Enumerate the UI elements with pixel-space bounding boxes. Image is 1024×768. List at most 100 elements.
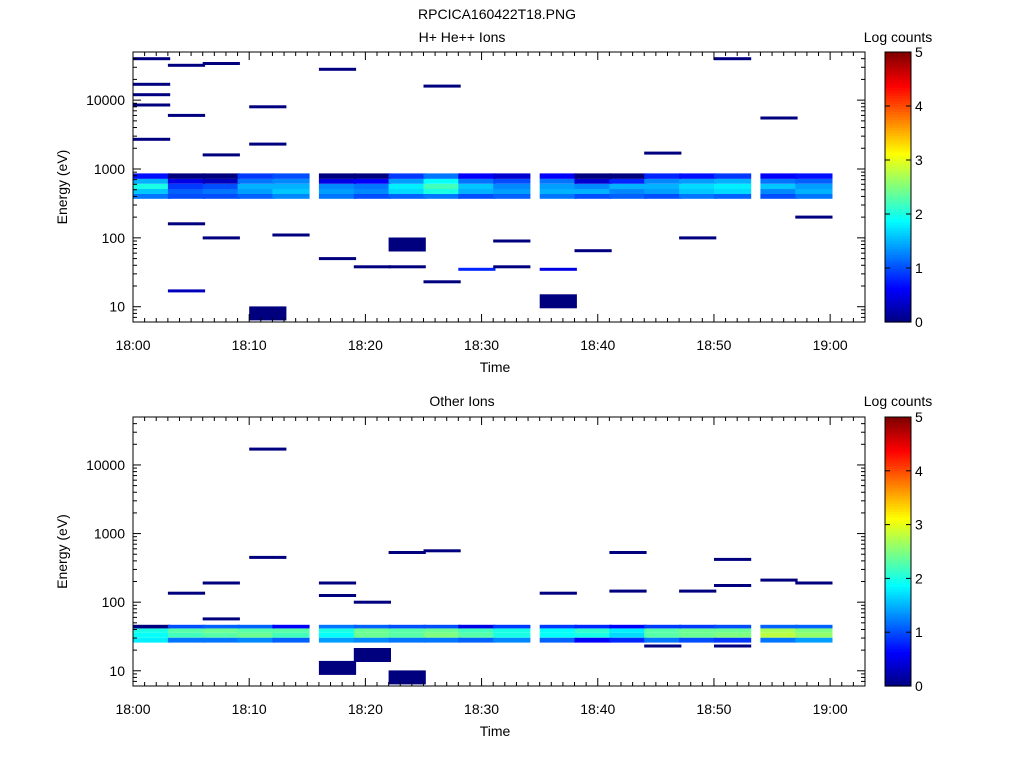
band-cell xyxy=(574,178,612,184)
colorbar-segment xyxy=(885,443,911,448)
band-cell xyxy=(760,194,798,199)
count-cell xyxy=(202,153,240,157)
band-cell xyxy=(574,628,612,633)
colorbar-segment xyxy=(885,160,911,164)
band-cell xyxy=(388,173,426,179)
band-cell xyxy=(714,632,752,638)
panel-1: 18:00 18:10 18:20 18:30 18:40 18:50 19:0010100… xyxy=(54,29,932,375)
band-cell xyxy=(458,632,496,638)
count-cell xyxy=(388,237,426,252)
colorbar-segment xyxy=(885,79,911,83)
colorbar-segment xyxy=(885,227,911,231)
colorbar-segment xyxy=(885,532,911,536)
count-cell xyxy=(318,660,357,675)
colorbar-tick-label: 0 xyxy=(915,678,923,694)
colorbar-segment xyxy=(885,422,911,426)
count-cell xyxy=(609,589,647,593)
count-cell xyxy=(388,551,426,554)
band-cell xyxy=(609,183,647,189)
band-cell xyxy=(644,178,682,184)
colorbar-segment xyxy=(885,516,911,520)
count-cell xyxy=(167,289,206,293)
band-cell xyxy=(458,194,496,199)
count-cell xyxy=(795,215,833,219)
colorbar-frame xyxy=(884,51,912,323)
colorbar-segment xyxy=(885,476,911,480)
band-cell xyxy=(167,637,206,643)
colorbar-segment xyxy=(885,273,911,277)
colorbar-segment xyxy=(885,127,911,131)
colorbar-segment xyxy=(885,648,911,652)
band-cell xyxy=(272,189,310,194)
colorbar-segment xyxy=(885,319,911,323)
colorbar-segment xyxy=(885,170,911,175)
colorbar-segment xyxy=(885,241,911,245)
colorbar-segment xyxy=(885,543,911,547)
band-cell xyxy=(644,637,682,643)
colorbar-segment xyxy=(885,594,911,598)
colorbar-segment xyxy=(885,97,911,102)
count-cell xyxy=(539,294,577,309)
colorbar-segment xyxy=(885,683,911,687)
colorbar-segment xyxy=(885,616,911,620)
colorbar-segment xyxy=(885,114,911,118)
colorbar-segment xyxy=(885,189,911,193)
colorbar-segment xyxy=(885,511,911,515)
band-cell xyxy=(133,624,171,629)
band-cell xyxy=(202,173,240,179)
band-cell xyxy=(574,194,612,199)
band-cell xyxy=(202,178,240,184)
colorbar-segment xyxy=(885,195,911,199)
y-tick-label: 1000 xyxy=(94,161,125,177)
band-cell xyxy=(388,637,426,643)
colorbar-segment xyxy=(885,419,911,423)
band-cell xyxy=(539,632,577,638)
count-cell xyxy=(493,239,531,243)
colorbar-segment xyxy=(885,492,911,496)
band-cell xyxy=(353,194,391,199)
colorbar-segment xyxy=(885,556,911,561)
count-cell xyxy=(644,644,682,648)
band-cell xyxy=(714,189,752,194)
band-cell xyxy=(458,178,496,184)
x-tick-label: 19:00 xyxy=(813,337,848,353)
colorbar-segment xyxy=(885,116,911,121)
colorbar-segment xyxy=(885,425,911,429)
colorbar-segment xyxy=(885,89,911,94)
count-cell xyxy=(249,105,287,109)
colorbar-tick-label: 5 xyxy=(915,44,923,60)
colorbar-segment xyxy=(885,610,911,614)
band-cell xyxy=(318,189,357,194)
band-cell xyxy=(353,624,391,629)
colorbar-segment xyxy=(885,441,911,445)
band-cell xyxy=(493,173,531,179)
colorbar-frame xyxy=(884,416,912,687)
band-cell xyxy=(272,624,310,629)
band-cell xyxy=(458,183,496,189)
colorbar-segment xyxy=(885,626,911,631)
band-cell xyxy=(539,637,577,643)
band-cell xyxy=(423,624,461,629)
band-cell xyxy=(644,632,682,638)
y-tick-label: 10000 xyxy=(86,457,125,473)
colorbar-segment xyxy=(885,481,911,485)
colorbar-segment xyxy=(885,473,911,477)
colorbar-segment xyxy=(885,87,911,91)
count-cell xyxy=(167,591,206,595)
colorbar-segment xyxy=(885,653,911,658)
y-tick-label: 10000 xyxy=(86,92,125,108)
colorbar-segment xyxy=(885,138,911,142)
colorbar-segment xyxy=(885,311,911,315)
count-cell xyxy=(423,549,461,553)
band-cell xyxy=(133,178,171,184)
count-cell xyxy=(423,280,461,284)
band-cell xyxy=(353,173,391,179)
count-cell xyxy=(133,137,171,141)
band-cell xyxy=(539,624,577,629)
y-tick-label: 100 xyxy=(102,594,126,610)
count-cell xyxy=(167,63,206,67)
y-tick-label: 100 xyxy=(102,230,126,246)
colorbar-segment xyxy=(885,651,911,655)
colorbar-segment xyxy=(885,135,911,139)
colorbar-segment xyxy=(885,551,911,555)
